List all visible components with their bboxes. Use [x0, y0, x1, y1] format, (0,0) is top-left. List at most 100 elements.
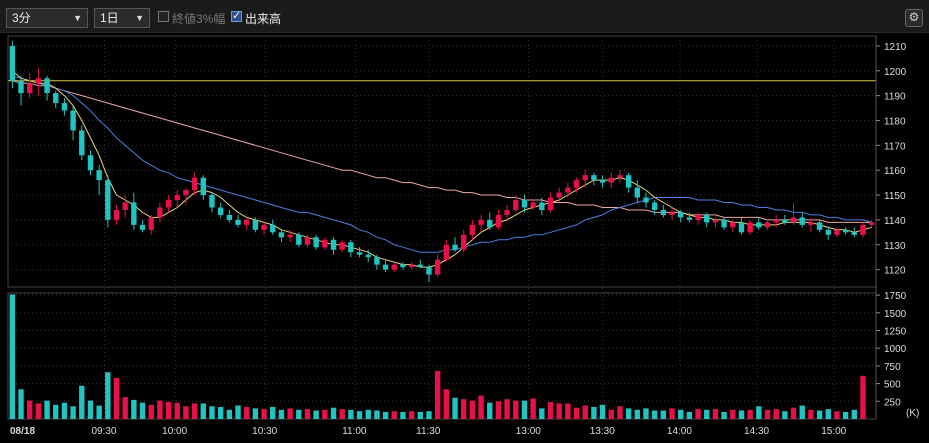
volume-tick-label: 1500: [884, 309, 907, 320]
candle-body: [495, 214, 502, 228]
candle-body: [244, 219, 250, 225]
span-select-value: 1日: [100, 11, 119, 25]
volume-bar: [643, 408, 649, 419]
candle-body: [148, 217, 154, 230]
candle-body: [651, 202, 658, 210]
interval-select[interactable]: 3分 ▼: [6, 8, 88, 28]
price-pane-frame: [7, 35, 877, 288]
candle-body: [816, 222, 823, 230]
candle-body: [478, 219, 484, 225]
volume-bar: [53, 404, 59, 419]
candle-body: [617, 175, 623, 178]
candle-body: [452, 244, 458, 250]
candle-body: [261, 224, 267, 230]
candle-body: [678, 212, 684, 218]
volume-tick-label: 1250: [884, 327, 907, 338]
volume-bar: [808, 409, 814, 419]
candle-body: [391, 264, 397, 270]
volume-bar: [313, 410, 319, 419]
candle-body: [322, 239, 328, 248]
candle-body: [217, 207, 224, 215]
volume-bar: [834, 411, 840, 419]
volume-bar: [782, 411, 788, 419]
candle-body: [808, 222, 814, 225]
volume-bar: [9, 294, 16, 419]
candle-body: [556, 192, 562, 198]
candle-body: [504, 209, 510, 215]
candle-body: [191, 177, 198, 191]
close-pct-checkbox[interactable]: [158, 11, 169, 22]
volume-bar: [217, 406, 224, 419]
volume-bar: [426, 411, 432, 419]
volume-bar: [660, 410, 667, 419]
candle-body: [53, 93, 59, 104]
candle-body: [669, 212, 675, 215]
time-tick-label: 15:00: [821, 426, 846, 437]
time-tick-label: 10:00: [162, 426, 187, 437]
volume-bar: [87, 400, 94, 419]
candle-body: [825, 229, 831, 235]
price-tick-label: 1200: [884, 67, 907, 78]
volume-bar: [573, 407, 580, 419]
candle-body: [695, 214, 701, 220]
volume-bar: [244, 406, 250, 419]
volume-bar: [174, 402, 180, 419]
candle-body: [382, 264, 389, 270]
volume-bar: [183, 406, 189, 419]
candle-body: [365, 254, 371, 258]
interval-select-value: 3分: [12, 11, 31, 25]
time-tick-label: 08/18: [10, 426, 35, 437]
candle-body: [868, 222, 875, 225]
volume-bar: [382, 411, 389, 419]
candle-body: [400, 264, 406, 268]
volume-bar: [452, 397, 458, 419]
volume-bar: [816, 410, 823, 419]
candle-body: [61, 103, 68, 111]
candle-body: [782, 219, 788, 223]
volume-bar: [61, 402, 68, 419]
candle-body: [35, 78, 42, 84]
candle-body: [487, 219, 493, 228]
volume-bar: [96, 405, 102, 419]
volume-bar: [391, 411, 397, 419]
candle-body: [44, 78, 50, 94]
candle-body: [461, 234, 467, 250]
volume-bar: [157, 400, 163, 419]
volume-bar: [304, 409, 311, 419]
volume-bar: [296, 409, 302, 419]
volume-bar: [261, 409, 267, 419]
span-select[interactable]: 1日 ▼: [94, 8, 150, 28]
candle-body: [252, 219, 259, 230]
candle-body: [79, 130, 85, 156]
candle-body: [434, 259, 441, 275]
ma-long-line: [12, 80, 872, 223]
candle-body: [686, 217, 693, 220]
volume-bar: [44, 400, 50, 419]
volume-checkbox[interactable]: [231, 9, 242, 22]
volume-bar: [191, 403, 198, 419]
candle-body: [174, 195, 180, 201]
candle-body: [851, 232, 857, 235]
time-tick-label: 13:00: [516, 426, 541, 437]
candle-body: [834, 229, 840, 235]
volume-bar: [339, 409, 345, 419]
volume-bar: [686, 411, 693, 419]
price-tick-label: 1140: [884, 216, 906, 227]
time-tick-label: 13:30: [590, 426, 615, 437]
volume-bar: [712, 409, 719, 419]
candle-body: [643, 197, 649, 203]
candle-body: [235, 219, 241, 225]
candle-body: [842, 229, 849, 233]
candle-body: [790, 217, 797, 223]
candle-body: [565, 187, 571, 193]
candle-body: [113, 209, 120, 220]
price-tick-label: 1180: [884, 116, 906, 127]
volume-bar: [599, 404, 606, 419]
gear-icon[interactable]: ⚙: [905, 9, 923, 27]
volume-bar: [842, 411, 849, 419]
candle-body: [348, 242, 354, 253]
volume-bar: [27, 400, 33, 419]
volume-tick-label: 750: [884, 362, 901, 373]
volume-bar: [625, 408, 632, 419]
candle-body: [96, 170, 102, 181]
